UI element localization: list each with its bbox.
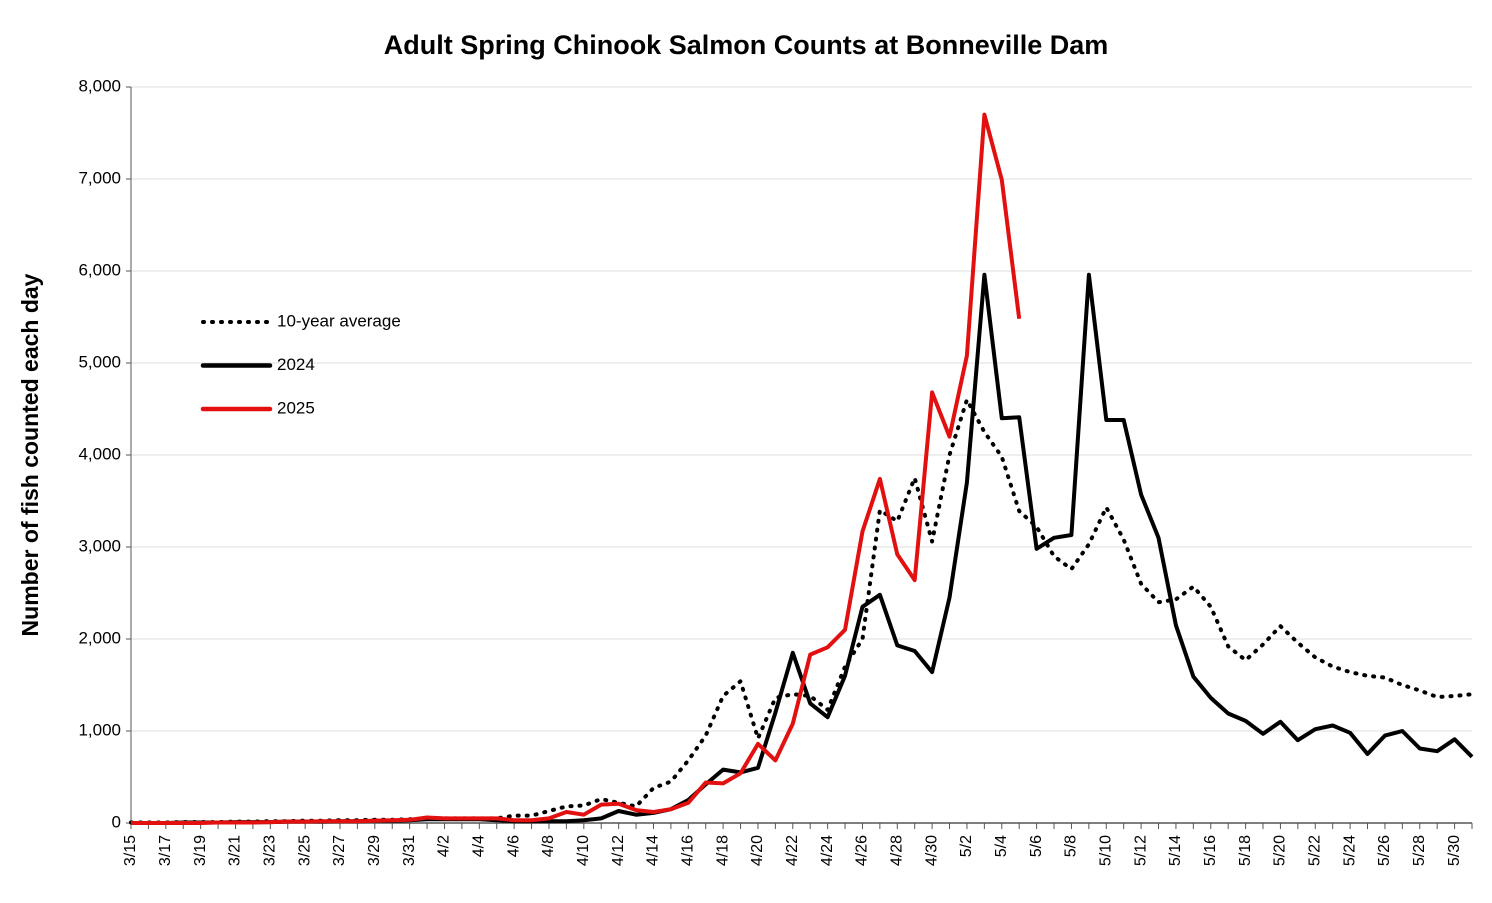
x-tick-label: 4/28 — [889, 835, 906, 866]
x-tick-label: 4/20 — [749, 835, 766, 866]
y-axis-label: Number of fish counted each day — [17, 273, 43, 636]
x-tick-label: 4/16 — [680, 835, 697, 866]
x-tick-label: 4/14 — [645, 835, 662, 866]
x-tick-label: 5/28 — [1411, 835, 1428, 866]
legend-label: 2025 — [277, 398, 315, 417]
x-tick-label: 5/8 — [1063, 835, 1080, 857]
x-tick-label: 4/2 — [436, 835, 453, 857]
legend-label: 2024 — [277, 355, 315, 374]
x-tick-label: 5/12 — [1132, 835, 1149, 866]
x-tick-label: 4/6 — [505, 835, 522, 857]
x-tick-label: 5/18 — [1237, 835, 1254, 866]
x-tick-label: 4/10 — [575, 835, 592, 866]
x-tick-label: 3/21 — [227, 835, 244, 866]
x-tick-label: 5/22 — [1306, 835, 1323, 866]
x-tick-label: 4/26 — [854, 835, 871, 866]
x-tick-label: 5/26 — [1376, 835, 1393, 866]
y-tick-label: 4,000 — [78, 444, 121, 463]
x-tick-label: 4/8 — [540, 835, 557, 857]
y-tick-label: 5,000 — [78, 352, 121, 371]
x-tick-label: 5/30 — [1446, 835, 1463, 866]
y-tick-label: 0 — [112, 812, 121, 831]
x-tick-label: 4/30 — [923, 835, 940, 866]
x-tick-label: 3/25 — [296, 835, 313, 866]
x-tick-label: 3/15 — [122, 835, 139, 866]
x-tick-label: 5/4 — [993, 835, 1010, 857]
x-tick-label: 3/29 — [366, 835, 383, 866]
x-tick-label: 3/19 — [192, 835, 209, 866]
x-tick-label: 4/4 — [471, 835, 488, 857]
y-tick-label: 8,000 — [78, 76, 121, 95]
x-tick-label: 5/10 — [1097, 835, 1114, 866]
y-tick-label: 2,000 — [78, 628, 121, 647]
legend-label: 10-year average — [277, 311, 401, 330]
y-tick-label: 7,000 — [78, 168, 121, 187]
x-tick-label: 4/22 — [784, 835, 801, 866]
x-tick-label: 5/14 — [1167, 835, 1184, 866]
y-tick-label: 6,000 — [78, 260, 121, 279]
x-tick-label: 5/6 — [1028, 835, 1045, 857]
x-tick-label: 3/31 — [401, 835, 418, 866]
y-tick-label: 3,000 — [78, 536, 121, 555]
x-tick-label: 3/23 — [262, 835, 279, 866]
x-tick-label: 4/18 — [714, 835, 731, 866]
x-tick-label: 5/20 — [1272, 835, 1289, 866]
x-tick-label: 4/12 — [610, 835, 627, 866]
y-tick-label: 1,000 — [78, 720, 121, 739]
x-tick-label: 3/17 — [157, 835, 174, 866]
data-line — [131, 112, 1022, 825]
x-tick-label: 5/24 — [1341, 835, 1358, 866]
x-tick-label: 4/24 — [819, 835, 836, 866]
x-tick-label: 5/2 — [958, 835, 975, 857]
x-tick-label: 5/16 — [1202, 835, 1219, 866]
chart-title: Adult Spring Chinook Salmon Counts at Bo… — [384, 30, 1109, 60]
x-tick-label: 3/27 — [331, 835, 348, 866]
